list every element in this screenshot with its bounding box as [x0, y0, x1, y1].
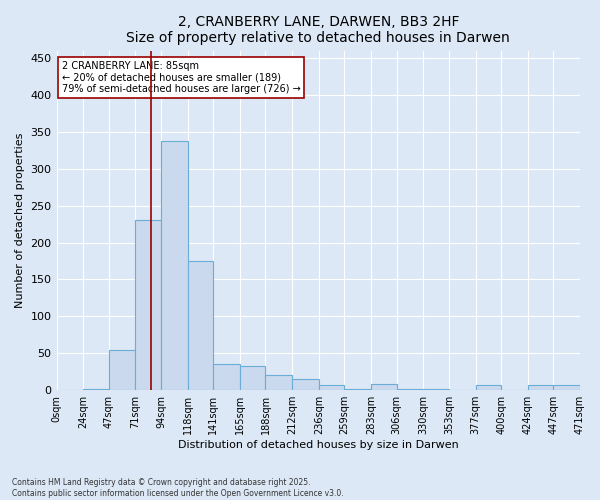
Bar	[188, 261, 213, 390]
Bar	[109, 350, 136, 390]
Title: 2, CRANBERRY LANE, DARWEN, BB3 2HF
Size of property relative to detached houses : 2, CRANBERRY LANE, DARWEN, BB3 2HF Size …	[127, 15, 510, 45]
Text: Contains HM Land Registry data © Crown copyright and database right 2025.
Contai: Contains HM Land Registry data © Crown c…	[12, 478, 344, 498]
X-axis label: Distribution of detached houses by size in Darwen: Distribution of detached houses by size …	[178, 440, 458, 450]
Bar	[528, 385, 553, 390]
Bar	[423, 388, 449, 390]
Y-axis label: Number of detached properties: Number of detached properties	[15, 132, 25, 308]
Bar	[371, 384, 397, 390]
Bar	[319, 385, 344, 390]
Bar	[265, 376, 292, 390]
Bar	[397, 388, 423, 390]
Bar	[136, 220, 161, 390]
Bar	[476, 385, 501, 390]
Bar	[161, 140, 188, 390]
Bar	[344, 388, 371, 390]
Bar	[240, 366, 265, 390]
Bar	[83, 388, 109, 390]
Text: 2 CRANBERRY LANE: 85sqm
← 20% of detached houses are smaller (189)
79% of semi-d: 2 CRANBERRY LANE: 85sqm ← 20% of detache…	[62, 60, 301, 94]
Bar	[213, 364, 240, 390]
Bar	[553, 385, 580, 390]
Bar	[292, 379, 319, 390]
